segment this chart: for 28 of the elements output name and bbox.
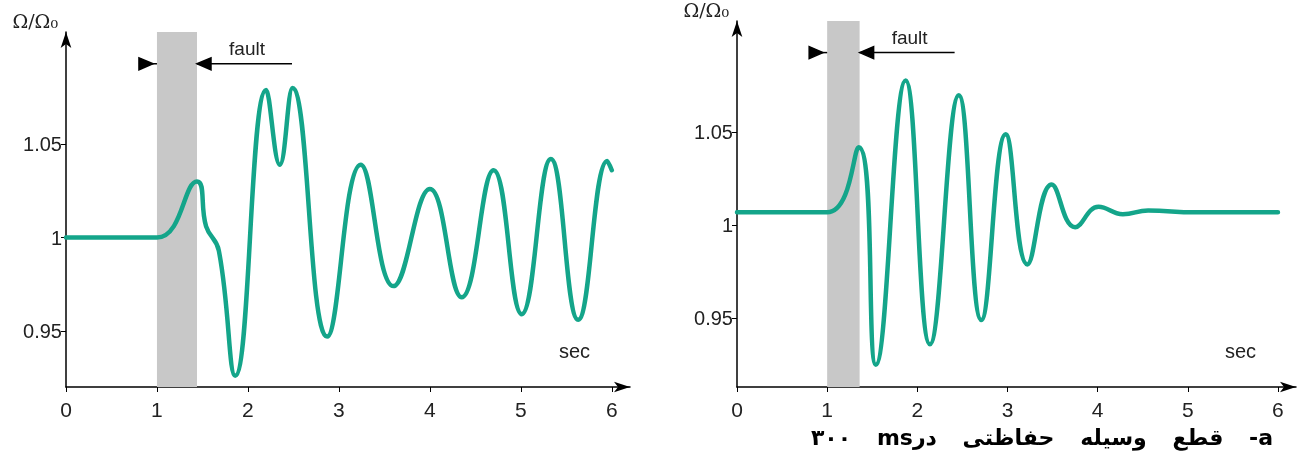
x-tick-label: 2 — [242, 398, 254, 421]
y-axis-title: Ω/Ω₀ — [683, 0, 730, 21]
x-tick-label: 4 — [424, 398, 437, 421]
y-tick-label: 0.95 — [694, 307, 733, 330]
x-tick-label: 5 — [1181, 398, 1194, 421]
x-axis-title: sec — [1224, 340, 1256, 362]
x-tick-label: 6 — [1272, 398, 1284, 421]
y-axis-title: Ω/Ω₀ — [12, 9, 59, 32]
x-tick-label: 2 — [911, 398, 924, 421]
x-tick-label: 6 — [605, 398, 618, 421]
x-tick-label: 1 — [151, 398, 163, 421]
y-tick-label: 1 — [721, 214, 733, 237]
line-series — [63, 85, 615, 379]
y-tick-label: 1.05 — [23, 133, 62, 156]
x-tick-label: 0 — [60, 398, 72, 421]
x-tick-label: 3 — [333, 398, 345, 421]
y-tick-label: 1 — [50, 226, 62, 249]
x-axis-title: sec — [558, 340, 590, 362]
y-tick-label: 0.95 — [23, 319, 62, 342]
line-series — [734, 78, 1281, 367]
x-tick-label: 3 — [1001, 398, 1014, 421]
y-tick-label: 1.05 — [694, 121, 733, 144]
annotation: fault — [229, 37, 266, 59]
x-tick-label: 0 — [731, 398, 743, 421]
x-tick-label: 4 — [1091, 398, 1104, 421]
annotation: fault — [891, 26, 929, 48]
x-tick-label: 1 — [821, 398, 834, 421]
x-tick-label: 5 — [514, 398, 527, 421]
